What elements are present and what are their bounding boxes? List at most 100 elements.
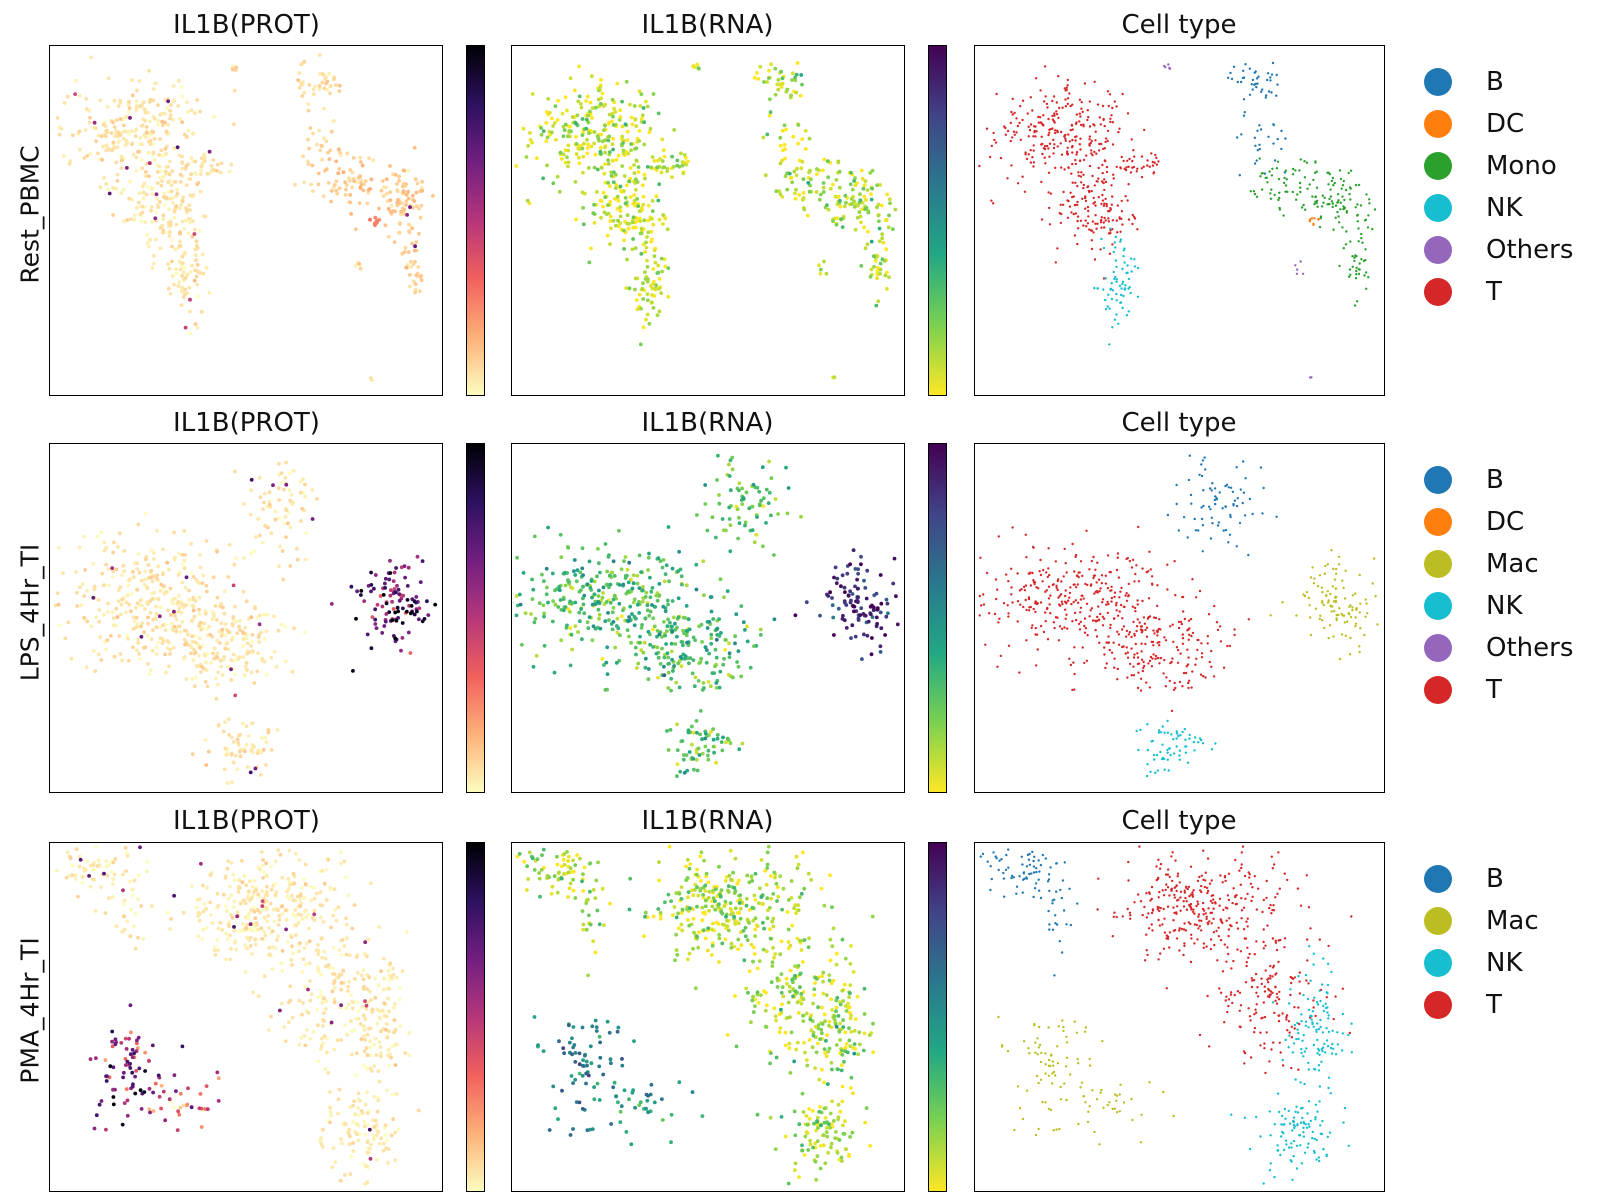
- scatter-point-T: [91, 649, 96, 653]
- scatter-point-T: [143, 577, 148, 582]
- scatter-point-NK: [1113, 241, 1116, 244]
- scatter-point-Mono: [1353, 259, 1356, 263]
- legend-marker: [1424, 278, 1452, 306]
- scatter-point-T: [725, 589, 730, 593]
- scatter-point-B: [741, 496, 746, 500]
- scatter-point-NK: [725, 736, 730, 741]
- scatter-point-T: [1127, 165, 1130, 168]
- scatter-point-T: [662, 673, 667, 678]
- scatter-point-T: [559, 555, 564, 560]
- scatter-point-B: [267, 502, 272, 507]
- legend-item: Others: [1424, 231, 1600, 271]
- scatter-point-T: [1007, 644, 1011, 647]
- scatter-point-T: [219, 621, 224, 626]
- scatter-point-T: [122, 129, 127, 134]
- scatter-point-T: [574, 579, 579, 584]
- scatter-point-B: [1227, 486, 1230, 489]
- scatter-point-T: [640, 113, 645, 118]
- scatter-point-NK: [387, 1063, 392, 1068]
- scatter-point-B: [737, 521, 742, 526]
- scatter-point-T: [687, 661, 691, 666]
- scatter-point-Mono: [878, 267, 883, 272]
- scatter-point-T: [1163, 658, 1166, 662]
- scatter-point-T: [545, 135, 550, 140]
- scatter-point-T: [673, 642, 678, 646]
- scatter-point-T: [1058, 106, 1061, 110]
- scatter-point-T: [745, 624, 749, 629]
- scatter-point-T: [249, 551, 254, 556]
- scatter-point-B: [762, 80, 766, 84]
- scatter-point-B: [1256, 129, 1259, 132]
- scatter-point-Mono: [863, 207, 867, 212]
- scatter-point-T: [118, 612, 123, 617]
- scatter-point-T: [165, 639, 170, 643]
- scatter-point-T: [1054, 261, 1057, 264]
- scatter-point-B: [769, 476, 774, 481]
- scatter-point-T: [1145, 571, 1148, 574]
- scatter-point-Mono: [852, 199, 856, 204]
- scatter-point-NK: [227, 733, 232, 737]
- scatter-point-T: [616, 199, 621, 203]
- scatter-point-NK: [1113, 277, 1116, 281]
- scatter-point-Mono: [1282, 214, 1285, 217]
- scatter-point-T: [134, 205, 139, 210]
- scatter-point-T: [620, 99, 624, 104]
- scatter-point-T: [1115, 219, 1118, 222]
- scatter-point-T: [166, 567, 171, 572]
- scatter-point-B: [727, 517, 732, 521]
- scatter-point-T: [205, 885, 209, 890]
- scatter-point-T: [1084, 219, 1087, 222]
- scatter-point-T: [979, 556, 982, 559]
- scatter-point-T: [191, 658, 196, 663]
- scatter-point-T: [581, 206, 585, 210]
- scatter-point-T: [111, 213, 115, 217]
- scatter-point-T: [119, 158, 124, 163]
- scatter-point-T: [664, 642, 668, 646]
- scatter-point-T: [683, 657, 687, 661]
- scatter-point-Mono: [411, 205, 415, 210]
- scatter-point-T: [179, 202, 184, 207]
- scatter-point-T: [124, 166, 129, 170]
- scatter-point-Mono: [1348, 192, 1351, 196]
- scatter-point-T: [621, 608, 625, 613]
- legend-item: NK: [1424, 587, 1600, 627]
- scatter-point-T: [122, 569, 126, 574]
- scatter-point-T: [584, 117, 589, 122]
- scatter-point-T: [649, 229, 654, 234]
- scatter-point-NK: [362, 1119, 367, 1124]
- scatter-point-T: [615, 194, 620, 199]
- scatter-point-T: [140, 204, 145, 209]
- scatter-point-Mono: [1365, 193, 1368, 196]
- scatter-point-Mac: [396, 609, 401, 614]
- scatter-point-T: [698, 660, 703, 664]
- scatter-point-T: [597, 588, 601, 593]
- scatter-point-Mono: [402, 207, 407, 212]
- scatter-point-T: [568, 124, 572, 129]
- scatter-point-NK: [1155, 753, 1159, 757]
- scatter-point-T: [563, 605, 568, 609]
- scatter-point-T: [274, 664, 279, 669]
- scatter-point-B: [257, 475, 262, 480]
- scatter-point-Others: [824, 271, 829, 276]
- scatter-point-NK: [1184, 738, 1187, 741]
- scatter-point-Mono: [1300, 206, 1304, 209]
- scatter-point-T: [701, 559, 706, 564]
- scatter-point-T: [1108, 252, 1112, 255]
- scatter-point-Mac: [891, 581, 896, 586]
- scatter-point-Mac: [373, 617, 378, 622]
- scatter-point-T: [126, 583, 130, 588]
- scatter-point-T: [137, 79, 142, 83]
- scatter-point-Mac: [859, 606, 864, 611]
- scatter-point-T: [339, 953, 344, 957]
- scatter-point-Mac: [1343, 597, 1347, 600]
- scatter-point-Mac: [389, 588, 393, 593]
- scatter-point-T: [159, 148, 164, 153]
- scatter-point-T: [545, 110, 549, 114]
- scatter-point-T: [1024, 153, 1027, 156]
- scatter-point-T: [1009, 139, 1012, 143]
- scatter-point-T: [657, 182, 662, 187]
- scatter-point-T: [121, 136, 126, 141]
- scatter-point-T: [978, 614, 981, 617]
- scatter-point-NK: [348, 1105, 352, 1110]
- scatter-point-T: [183, 219, 188, 223]
